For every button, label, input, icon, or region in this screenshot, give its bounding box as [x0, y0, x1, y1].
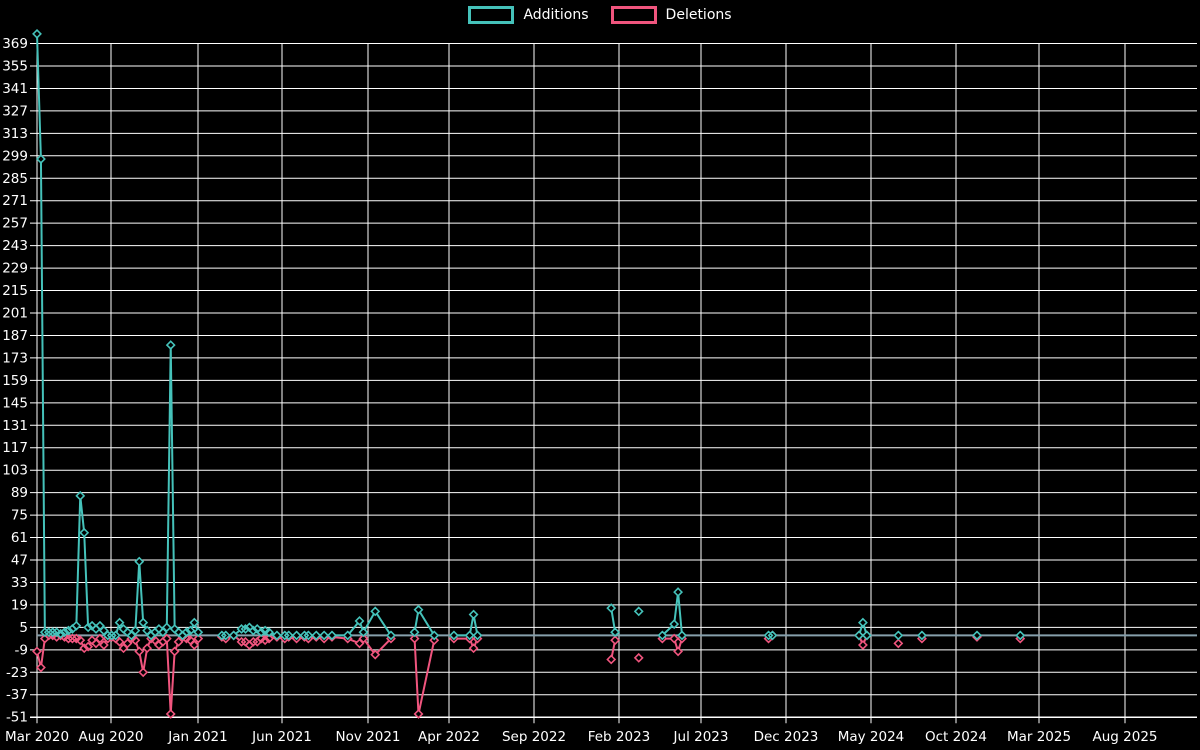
legend-item-additions[interactable]: Additions [468, 6, 589, 24]
y-tick-label: 341 [2, 81, 28, 97]
x-tick-label: May 2024 [838, 729, 905, 745]
y-tick-label: 5 [19, 620, 28, 636]
y-tick-label: 369 [2, 36, 28, 52]
y-tick-label: 201 [2, 305, 28, 321]
y-tick-label: 131 [2, 418, 28, 434]
y-tick-label: -9 [15, 642, 28, 658]
deletions-line [37, 635, 1020, 714]
y-tick-label: 19 [11, 597, 28, 613]
y-tick-label: 285 [2, 171, 28, 187]
y-tick-label: -23 [6, 665, 28, 681]
additions-legend-label: Additions [523, 7, 589, 23]
x-tick-label: Mar 2025 [1007, 729, 1071, 745]
y-tick-label: 47 [11, 553, 28, 569]
x-tick-label: Feb 2023 [588, 729, 651, 745]
chart-legend: Additions Deletions [0, 6, 1200, 24]
x-tick-label: Oct 2024 [925, 729, 987, 745]
y-tick-label: 243 [2, 238, 28, 254]
y-tick-label: 89 [11, 485, 28, 501]
x-tick-label: Apr 2022 [418, 729, 480, 745]
y-tick-label: 327 [2, 103, 28, 119]
deletions-legend-label: Deletions [665, 7, 732, 23]
y-tick-label: 355 [2, 58, 28, 74]
deletions-markers [32, 630, 1026, 719]
x-tick-label: Sep 2022 [502, 729, 566, 745]
x-tick-label: Dec 2023 [754, 729, 819, 745]
y-tick-label: 271 [2, 193, 28, 209]
deletions-swatch-icon [610, 6, 657, 24]
y-tick-label: -37 [6, 687, 28, 703]
x-tick-label: Jul 2023 [673, 729, 729, 745]
y-tick-label: 187 [2, 328, 28, 344]
y-tick-label: 257 [2, 216, 28, 232]
x-tick-label: Nov 2021 [336, 729, 401, 745]
y-tick-label: 159 [2, 373, 28, 389]
y-tick-label: 117 [2, 440, 28, 456]
y-tick-label: 61 [11, 530, 28, 546]
additions-markers [32, 28, 1026, 641]
x-tick-label: Aug 2020 [78, 729, 143, 745]
y-tick-label: 173 [2, 350, 28, 366]
x-tick-label: Mar 2020 [5, 729, 69, 745]
legend-item-deletions[interactable]: Deletions [610, 6, 732, 24]
y-tick-label: -51 [6, 710, 28, 726]
y-tick-label: 103 [2, 463, 28, 479]
y-tick-label: 145 [2, 395, 28, 411]
y-tick-label: 299 [2, 148, 28, 164]
y-tick-label: 33 [11, 575, 28, 591]
x-tick-label: Jan 2021 [167, 729, 227, 745]
additions-line [37, 34, 1020, 635]
x-tick-label: Jun 2021 [251, 729, 312, 745]
y-tick-label: 215 [2, 283, 28, 299]
x-tick-label: Aug 2025 [1092, 729, 1157, 745]
y-tick-label: 313 [2, 126, 28, 142]
y-tick-label: 229 [2, 261, 28, 277]
y-tick-label: 75 [11, 508, 28, 524]
additions-swatch-icon [468, 6, 515, 24]
